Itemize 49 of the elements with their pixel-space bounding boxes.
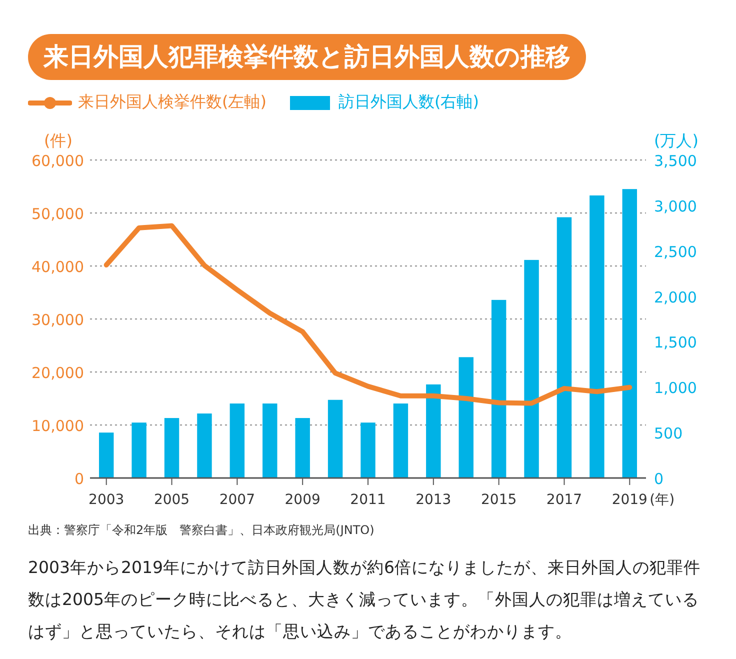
y2-tick-label: 3,000 bbox=[654, 197, 697, 216]
y-tick-label: 20,000 bbox=[32, 364, 84, 382]
legend-label: 訪日外国人数(右軸) bbox=[338, 92, 479, 113]
bar bbox=[590, 195, 604, 478]
bar bbox=[622, 189, 638, 478]
bar bbox=[556, 217, 572, 478]
y2-tick-label: 1,000 bbox=[654, 379, 697, 398]
y2-tick-label: 2,000 bbox=[654, 288, 697, 306]
x-tick-label: 2013 bbox=[416, 492, 452, 508]
source-note: 出典：警察庁「令和2年版 警察白書」、日本政府観光局(JNTO) bbox=[28, 522, 374, 539]
y-tick-label: 0 bbox=[74, 470, 84, 488]
bar bbox=[197, 413, 212, 478]
y2-tick-label: 1,500 bbox=[654, 334, 697, 352]
bar bbox=[132, 422, 146, 478]
x-tick-label: 2017 bbox=[546, 492, 582, 508]
bar bbox=[262, 403, 278, 478]
bar bbox=[230, 403, 245, 478]
x-tick-label: 2015 bbox=[481, 492, 517, 508]
bar bbox=[164, 418, 180, 478]
x-tick-label: 2011 bbox=[350, 492, 386, 508]
x-tick-label: 2019 bbox=[612, 492, 648, 508]
text: 2003年から2019年にかけて訪日外国人数が約6倍になりましたが、来日外国人の犯罪件数は2005年のピーク時に比べると、大きく減っています。「外国人の犯罪は増えているはず」と思っていたら、それは「思い込み」であることがわかります。 bbox=[28, 557, 702, 643]
y-tick-label: 60,000 bbox=[32, 152, 84, 170]
x-axis-title: (年) bbox=[650, 492, 675, 508]
y-axis-title: (件) bbox=[44, 131, 72, 150]
bar bbox=[295, 418, 310, 478]
bar bbox=[426, 384, 441, 478]
y-tick-label: 10,000 bbox=[32, 417, 84, 435]
y2-tick-label: 3,500 bbox=[654, 152, 697, 170]
x-tick-label: 2009 bbox=[284, 492, 320, 508]
y-tick-label: 30,000 bbox=[32, 311, 84, 329]
bar bbox=[98, 432, 114, 478]
y2-tick-label: 2,500 bbox=[654, 242, 697, 261]
bar bbox=[458, 357, 474, 478]
y2-axis-title: (万人) bbox=[654, 131, 698, 150]
y2-tick-label: 0 bbox=[654, 470, 664, 488]
y2-tick-label: 500 bbox=[654, 424, 683, 443]
x-tick-label: 2003 bbox=[88, 492, 124, 508]
x-tick-label: 2007 bbox=[219, 492, 255, 508]
bar bbox=[360, 422, 376, 478]
chart-title: 来日外国人犯罪検挙件数と訪日外国人数の推移 bbox=[28, 34, 586, 80]
bar bbox=[491, 300, 506, 478]
legend-label: 来日外国人検挙件数(左軸) bbox=[78, 92, 266, 113]
bar bbox=[328, 400, 343, 478]
bar bbox=[393, 403, 408, 478]
bar bbox=[524, 260, 539, 478]
x-tick-label: 2005 bbox=[154, 492, 190, 508]
y-tick-label: 40,000 bbox=[32, 258, 84, 276]
y-tick-label: 50,000 bbox=[32, 205, 84, 223]
